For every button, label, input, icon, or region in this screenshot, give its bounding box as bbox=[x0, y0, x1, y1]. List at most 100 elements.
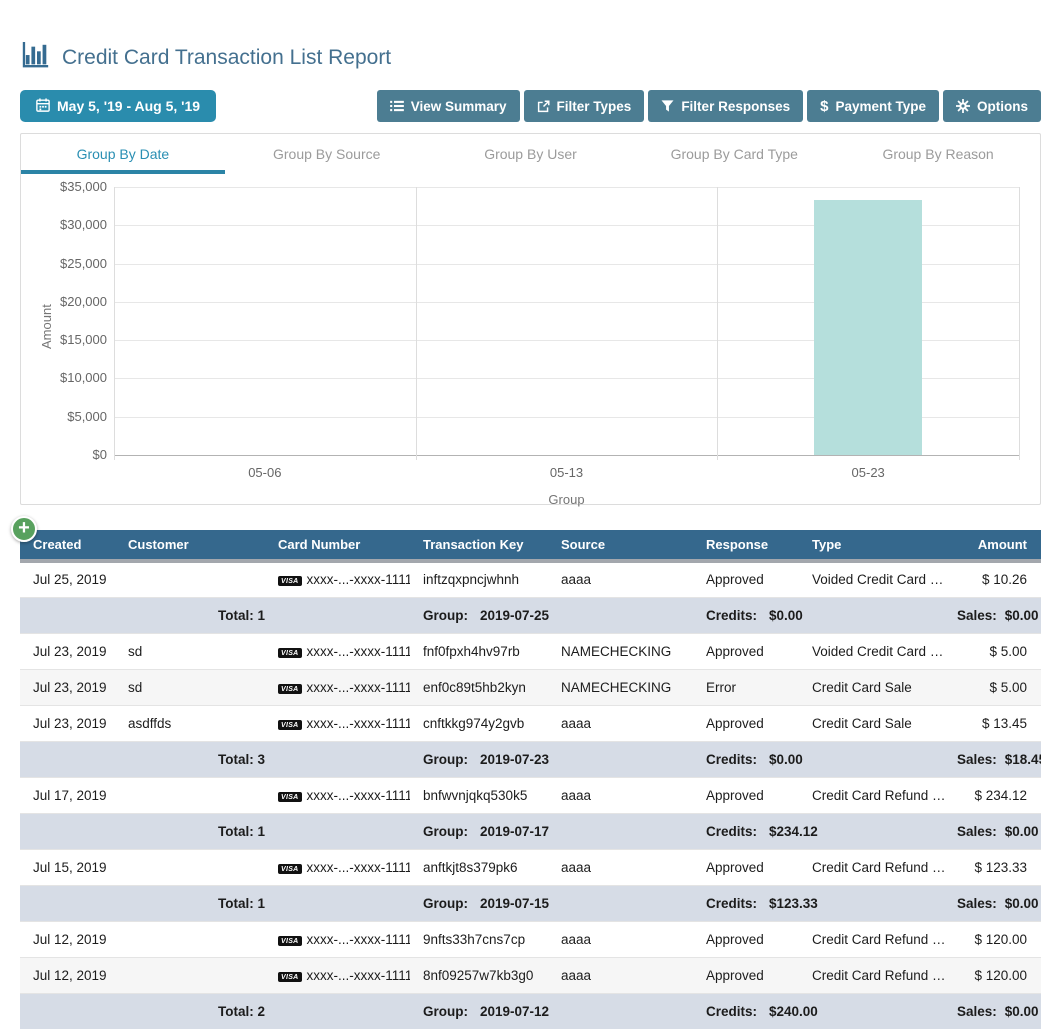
x-gridline bbox=[114, 187, 115, 460]
bar-chart-icon bbox=[22, 42, 52, 74]
cell-source: aaaa bbox=[548, 920, 693, 957]
x-gridline bbox=[1019, 187, 1020, 460]
table-row[interactable]: Jul 23, 2019 sd VISA xxxx-...-xxxx-1111 fnf0… bbox=[20, 632, 1041, 669]
summary-group: Group: 2019-07-17 bbox=[410, 812, 693, 849]
cell-response: Approved bbox=[693, 632, 799, 669]
calendar-icon bbox=[36, 97, 50, 115]
y-gridline bbox=[114, 416, 1019, 418]
col-amount[interactable]: Amount bbox=[944, 530, 1041, 563]
y-tick-label: $20,000 bbox=[60, 293, 107, 309]
summary-group: Group: 2019-07-15 bbox=[410, 884, 693, 921]
table-row[interactable]: Jul 23, 2019 asdffds VISA xxxx-...-xxxx-111… bbox=[20, 704, 1041, 741]
summary-sales: Sales: $0.00 bbox=[944, 596, 1041, 633]
cell-response: Approved bbox=[693, 848, 799, 885]
summary-total: Total: 3 bbox=[20, 740, 265, 777]
visa-icon: VISA bbox=[278, 647, 302, 658]
page-title: Credit Card Transaction List Report bbox=[62, 46, 392, 69]
cell-type: Credit Card Refund … bbox=[799, 848, 944, 885]
y-gridline bbox=[114, 187, 1019, 188]
cell-source: aaaa bbox=[548, 560, 693, 597]
date-range-button[interactable]: May 5, '19 - Aug 5, '19 bbox=[20, 90, 217, 122]
cell-customer bbox=[115, 956, 265, 993]
cell-created: Jul 25, 2019 bbox=[20, 560, 115, 597]
cell-created: Jul 23, 2019 bbox=[20, 704, 115, 741]
x-gridline bbox=[415, 187, 417, 460]
external-link-icon bbox=[537, 99, 550, 113]
summary-sales: Sales: $0.00 bbox=[944, 812, 1041, 849]
col-customer[interactable]: Customer bbox=[115, 530, 265, 563]
cell-created: Jul 17, 2019 bbox=[20, 776, 115, 813]
cell-created: Jul 23, 2019 bbox=[20, 632, 115, 669]
tab-group-by-user[interactable]: Group By User bbox=[484, 146, 577, 162]
options-button[interactable]: Options bbox=[943, 90, 1041, 122]
col-source[interactable]: Source bbox=[548, 530, 693, 563]
chart-card: Group By Date Group By Source Group By U… bbox=[20, 133, 1041, 507]
cell-card-number: VISA xxxx-...-xxxx-1111 bbox=[265, 632, 410, 669]
summary-sales: Sales: $0.00 bbox=[944, 992, 1041, 1029]
visa-icon: VISA bbox=[278, 935, 302, 946]
cell-source: aaaa bbox=[548, 704, 693, 741]
cell-amount: $ 5.00 bbox=[944, 632, 1041, 669]
table-row[interactable]: Jul 12, 2019 VISA xxxx-...-xxxx-1111 9nfts3… bbox=[20, 920, 1041, 957]
options-label: Options bbox=[977, 98, 1028, 114]
y-tick-label: $25,000 bbox=[60, 255, 107, 271]
y-gridline bbox=[114, 340, 1019, 342]
summary-credits: Credits: $0.00 bbox=[693, 596, 944, 633]
cell-response: Approved bbox=[693, 920, 799, 957]
table-row[interactable]: Jul 12, 2019 VISA xxxx-...-xxxx-1111 8nf092… bbox=[20, 956, 1041, 993]
summary-group: Group: 2019-07-25 bbox=[410, 596, 693, 633]
table-row[interactable]: Jul 17, 2019 VISA xxxx-...-xxxx-1111 bnfwvn… bbox=[20, 776, 1041, 813]
payment-type-button[interactable]: $ Payment Type bbox=[807, 90, 939, 122]
cell-response: Approved bbox=[693, 956, 799, 993]
cell-customer bbox=[115, 560, 265, 597]
summary-spacer bbox=[265, 992, 410, 1029]
tab-group-by-date[interactable]: Group By Date bbox=[21, 134, 225, 174]
col-response[interactable]: Response bbox=[693, 530, 799, 563]
cell-transaction-key: inftzqxpncjwhnh bbox=[410, 560, 548, 597]
cell-card-number: VISA xxxx-...-xxxx-1111 bbox=[265, 704, 410, 741]
cell-transaction-key: 9nfts33h7cns7cp bbox=[410, 920, 548, 957]
tab-group-by-card-type[interactable]: Group By Card Type bbox=[670, 146, 798, 162]
visa-icon: VISA bbox=[278, 863, 302, 874]
filter-responses-button[interactable]: Filter Responses bbox=[648, 90, 804, 122]
summary-credits: Credits: $123.33 bbox=[693, 884, 944, 921]
tab-group-by-reason[interactable]: Group By Reason bbox=[882, 146, 994, 162]
y-gridline bbox=[114, 455, 1019, 456]
tab-group-by-source[interactable]: Group By Source bbox=[273, 146, 381, 162]
cell-amount: $ 123.33 bbox=[944, 848, 1041, 885]
col-type[interactable]: Type bbox=[799, 530, 944, 563]
summary-credits: Credits: $240.00 bbox=[693, 992, 944, 1029]
cell-type: Credit Card Refund … bbox=[799, 776, 944, 813]
summary-row: Total: 1 Group: 2019-07-17 Credits: $234.12 S… bbox=[20, 812, 1041, 849]
cell-transaction-key: bnfwvnjqkq530k5 bbox=[410, 776, 548, 813]
add-transaction-button[interactable]: + bbox=[11, 516, 37, 542]
y-tick-label: $10,000 bbox=[60, 370, 107, 386]
cell-transaction-key: cnftkkg974y2gvb bbox=[410, 704, 548, 741]
summary-spacer bbox=[265, 740, 410, 777]
amount-by-group-chart: Amount Group $0 $5,000 $10,000 $15,000 $20,0… bbox=[21, 174, 1040, 507]
cell-source: aaaa bbox=[548, 956, 693, 993]
table-row[interactable]: Jul 25, 2019 VISA xxxx-...-xxxx-1111 inftzq… bbox=[20, 560, 1041, 597]
cell-card-number: VISA xxxx-...-xxxx-1111 bbox=[265, 668, 410, 705]
summary-total: Total: 1 bbox=[20, 884, 265, 921]
cell-amount: $ 234.12 bbox=[944, 776, 1041, 813]
cell-created: Jul 12, 2019 bbox=[20, 920, 115, 957]
cell-transaction-key: 8nf09257w7kb3g0 bbox=[410, 956, 548, 993]
filter-types-button[interactable]: Filter Types bbox=[523, 90, 645, 122]
cell-customer: asdffds bbox=[115, 704, 265, 741]
cell-response: Error bbox=[693, 668, 799, 705]
col-card-number[interactable]: Card Number bbox=[265, 530, 410, 563]
cell-type: Credit Card Sale bbox=[799, 668, 944, 705]
payment-type-label: Payment Type bbox=[835, 98, 926, 114]
summary-sales: Sales: $0.00 bbox=[944, 884, 1041, 921]
col-transaction-key[interactable]: Transaction Key bbox=[410, 530, 548, 563]
table-row[interactable]: Jul 23, 2019 sd VISA xxxx-...-xxxx-1111 enf0… bbox=[20, 668, 1041, 705]
table-row[interactable]: Jul 15, 2019 VISA xxxx-...-xxxx-1111 anftkj… bbox=[20, 848, 1041, 885]
view-summary-button[interactable]: View Summary bbox=[376, 90, 520, 122]
summary-row: Total: 3 Group: 2019-07-23 Credits: $0.00 Sal… bbox=[20, 740, 1041, 777]
col-created[interactable]: Created bbox=[20, 530, 115, 563]
cell-card-number: VISA xxxx-...-xxxx-1111 bbox=[265, 920, 410, 957]
cell-source: aaaa bbox=[548, 848, 693, 885]
summary-total: Total: 1 bbox=[20, 596, 265, 633]
summary-group: Group: 2019-07-12 bbox=[410, 992, 693, 1029]
